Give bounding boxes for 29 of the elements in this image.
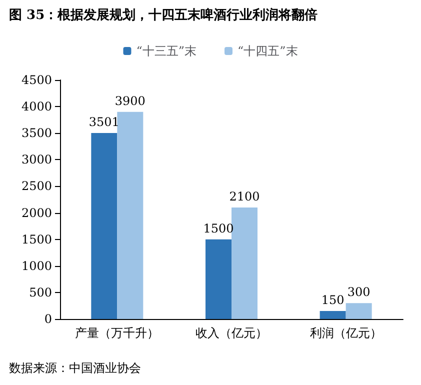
bar	[91, 133, 118, 319]
x-tick-label: 产量（万千升）	[75, 326, 160, 340]
source-note: 数据来源：中国酒业协会	[9, 361, 141, 375]
data-label: 300	[347, 285, 370, 300]
data-label: 3900	[114, 94, 146, 108]
chart-title: 图 35：根据发展规划，十四五末啤酒行业利润将翻倍	[9, 7, 318, 23]
y-tick-label: 1000	[21, 258, 52, 273]
data-label: 3501	[88, 115, 120, 130]
y-tick-label: 3000	[21, 152, 52, 167]
data-label: 1500	[203, 221, 234, 236]
y-tick-label: 500	[29, 285, 52, 300]
bar	[320, 311, 346, 319]
legend-label: “十四五”末	[238, 44, 298, 58]
data-label: 150	[321, 293, 344, 308]
y-tick-label: 1500	[21, 232, 52, 246]
legend-label: “十三五”末	[136, 44, 197, 58]
y-tick-label: 2000	[21, 206, 52, 220]
data-label: 2100	[229, 189, 260, 204]
y-tick-label: 0	[44, 312, 52, 326]
y-tick-label: 3500	[21, 126, 52, 140]
y-tick-label: 4500	[21, 73, 52, 87]
x-tick-label: 利润（亿元）	[310, 326, 382, 340]
y-tick-label: 2500	[21, 179, 52, 194]
y-tick-label: 4000	[21, 100, 52, 114]
bar	[346, 303, 372, 319]
bar	[206, 239, 232, 319]
bar	[117, 112, 144, 319]
bar	[232, 207, 258, 319]
x-tick-label: 收入（亿元）	[196, 326, 268, 340]
